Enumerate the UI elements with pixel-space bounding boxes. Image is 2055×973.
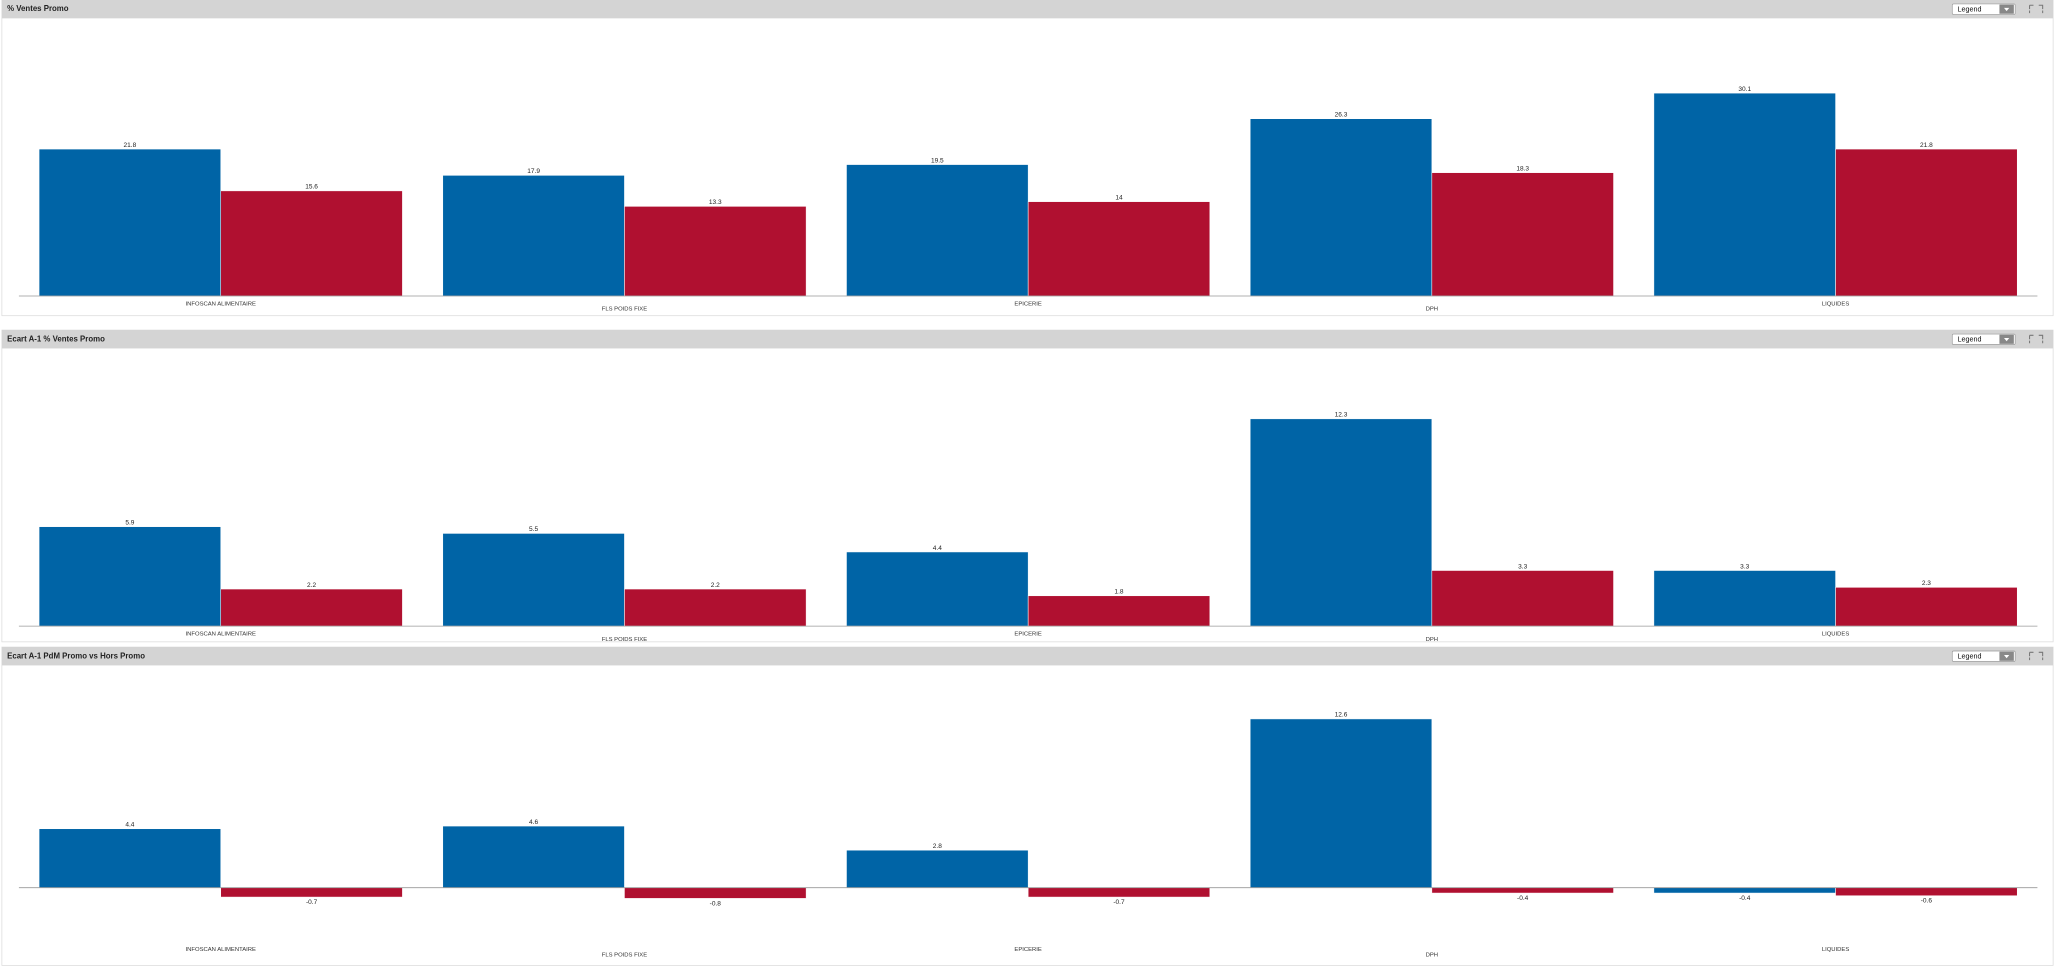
value-label: 1.8 — [1114, 589, 1123, 596]
bar — [1027, 887, 1211, 898]
dropdown-arrow — [2004, 7, 2010, 12]
bar — [1653, 92, 1836, 297]
category-label: EPICERIE — [1014, 301, 1042, 307]
bar — [624, 206, 807, 297]
category-label: EPICERIE — [1014, 947, 1042, 953]
category-label: DPH — [1426, 307, 1438, 313]
dropdown-arrow — [2004, 654, 2010, 659]
value-label: 4.4 — [125, 822, 134, 829]
panel-header — [1, 0, 2054, 19]
bar — [1249, 118, 1433, 297]
value-label: 12.6 — [1335, 712, 1348, 719]
panel-title: Ecart A-1 % Ventes Promo — [7, 334, 105, 343]
category-label: FLS POIDS FIXE — [602, 307, 647, 313]
panel-header — [1, 647, 2054, 666]
value-label: 26.3 — [1335, 112, 1348, 119]
bar — [846, 849, 1029, 888]
category-label: FLS POIDS FIXE — [602, 952, 647, 958]
bar — [220, 588, 403, 627]
expand-icon[interactable] — [2029, 334, 2044, 344]
value-label: 2.2 — [711, 582, 720, 589]
bar — [846, 164, 1029, 297]
bar — [38, 526, 222, 627]
value-label: -0.7 — [1113, 899, 1125, 906]
bar — [1653, 570, 1836, 627]
bar — [220, 190, 403, 297]
value-label: 2.3 — [1922, 580, 1931, 587]
bar — [442, 175, 625, 297]
value-label: 18.3 — [1516, 165, 1529, 172]
value-label: -0.6 — [1921, 898, 1933, 905]
value-label: 13.3 — [709, 199, 722, 206]
bar — [1249, 718, 1433, 888]
expand-icon[interactable] — [2029, 651, 2044, 661]
dropdown-arrow — [2004, 337, 2010, 342]
panel-title: Ecart A-1 PdM Promo vs Hors Promo — [7, 651, 145, 660]
category-label: DPH — [1426, 952, 1438, 958]
bar — [1835, 887, 2018, 896]
value-label: 4.4 — [933, 545, 942, 552]
category-label: EPICERIE — [1014, 632, 1042, 638]
category-label: LIQUIDES — [1822, 947, 1850, 953]
legend-dropdown-label: Legend — [1958, 335, 1982, 344]
bar — [220, 887, 403, 898]
panel-header — [1, 330, 2054, 349]
value-label: 3.3 — [1518, 563, 1527, 570]
value-label: 15.6 — [305, 184, 318, 191]
bar — [1249, 418, 1433, 627]
bar — [442, 825, 625, 888]
value-label: -0.8 — [710, 900, 722, 907]
bar — [1835, 587, 2018, 627]
value-label: -0.7 — [306, 899, 318, 906]
value-label: 17.9 — [527, 168, 540, 175]
value-label: 19.5 — [931, 157, 944, 164]
value-label: 5.5 — [529, 526, 538, 533]
value-label: 5.9 — [125, 519, 134, 526]
category-label: INFOSCAN ALIMENTAIRE — [186, 947, 256, 953]
value-label: 30.1 — [1738, 86, 1751, 93]
bar — [38, 148, 222, 297]
value-label: -0.4 — [1517, 895, 1529, 902]
bar — [442, 533, 625, 627]
bar — [1027, 595, 1211, 627]
bar — [1431, 887, 1614, 894]
value-label: 3.3 — [1740, 563, 1749, 570]
category-label: LIQUIDES — [1822, 632, 1850, 638]
bar — [1431, 570, 1614, 627]
expand-icon[interactable] — [2029, 4, 2044, 14]
category-label: LIQUIDES — [1822, 301, 1850, 307]
value-label: 14 — [1115, 194, 1123, 201]
value-label: 4.6 — [529, 819, 538, 826]
category-label: FLS POIDS FIXE — [602, 637, 647, 643]
category-label: INFOSCAN ALIMENTAIRE — [186, 301, 256, 307]
legend-dropdown-label: Legend — [1958, 4, 1982, 13]
value-label: 21.8 — [1920, 142, 1933, 149]
panel — [1, 646, 2054, 966]
bar — [1027, 201, 1211, 297]
bar — [1653, 887, 1836, 894]
legend-dropdown-label: Legend — [1958, 652, 1982, 661]
value-label: 2.2 — [307, 582, 316, 589]
bar — [624, 887, 807, 899]
bar — [624, 588, 807, 627]
bar — [846, 551, 1029, 627]
value-label: 12.3 — [1335, 412, 1348, 419]
category-label: INFOSCAN ALIMENTAIRE — [186, 632, 256, 638]
bar — [38, 828, 222, 888]
panel-title: % Ventes Promo — [7, 4, 69, 13]
value-label: 2.8 — [933, 843, 942, 850]
value-label: -0.4 — [1739, 895, 1751, 902]
bar — [1431, 172, 1614, 297]
value-label: 21.8 — [124, 142, 137, 149]
category-label: DPH — [1426, 637, 1438, 643]
bar — [1835, 148, 2018, 297]
